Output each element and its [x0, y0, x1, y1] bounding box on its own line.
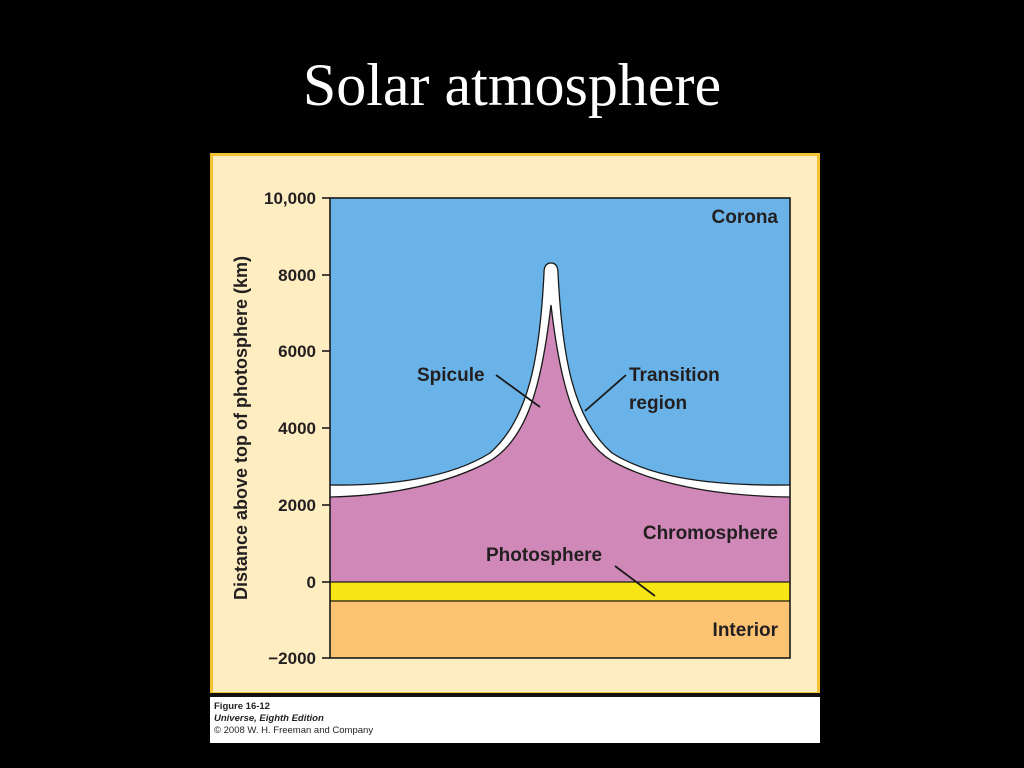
spicule-leader-line: [495, 374, 541, 408]
figure-number: Figure 16-12: [214, 701, 270, 712]
spicule-label: Spicule: [417, 365, 485, 386]
y-axis-label: Distance above top of photosphere (km): [231, 256, 251, 600]
transition-region-label-line1: Transition: [629, 365, 720, 386]
figure-frame: 10,000 8000 6000 4000 2000 0 −2000 Dista…: [210, 153, 820, 743]
chromosphere-boundary-line: [329, 304, 791, 498]
photosphere-band: [330, 582, 790, 601]
y-tick-label: 2000: [278, 496, 316, 515]
y-tick-label: −2000: [268, 649, 316, 668]
y-tick-label: 10,000: [264, 189, 316, 208]
copyright-notice: © 2008 W. H. Freeman and Company: [214, 725, 374, 736]
y-tick-label: 4000: [278, 419, 316, 438]
y-tick-label: 8000: [278, 266, 316, 285]
book-title: Universe, Eighth Edition: [214, 713, 324, 724]
solar-atmosphere-diagram: 10,000 8000 6000 4000 2000 0 −2000 Dista…: [210, 153, 820, 697]
interior-label: Interior: [713, 620, 779, 641]
transition-leader-line: [584, 374, 627, 412]
chromosphere-label: Chromosphere: [643, 523, 778, 544]
figure-caption: Figure 16-12 Universe, Eighth Edition © …: [214, 701, 373, 737]
chromosphere-region: [330, 305, 790, 658]
y-tick-label: 6000: [278, 342, 316, 361]
transition-region-label-line2: region: [629, 393, 687, 414]
corona-label: Corona: [712, 207, 779, 228]
corona-boundary-line: [329, 262, 791, 486]
y-tick-label: 0: [307, 573, 316, 592]
interior-region: [330, 601, 790, 658]
photosphere-label: Photosphere: [486, 545, 602, 566]
photosphere-leader-line: [614, 565, 656, 597]
slide-title: Solar atmosphere: [302, 52, 722, 118]
